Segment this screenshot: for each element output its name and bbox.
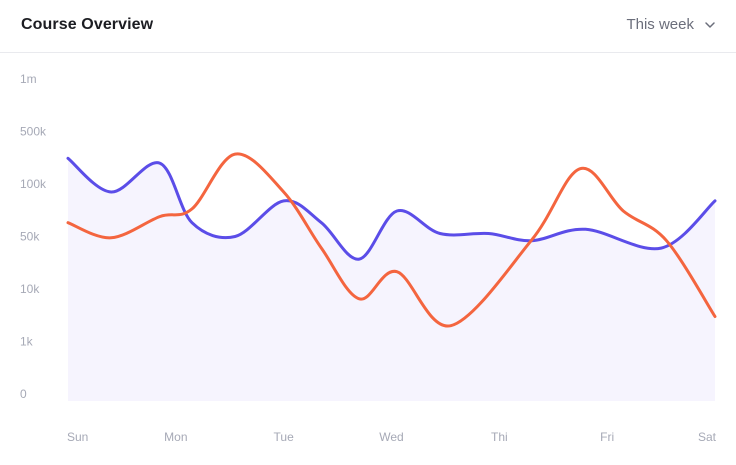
x-tick-label: Tue: [274, 430, 295, 444]
x-tick-label: Thi: [491, 430, 508, 444]
card-header: Course Overview This week: [0, 0, 736, 53]
x-tick-label: Wed: [379, 430, 403, 444]
y-tick-label: 1k: [20, 335, 34, 349]
y-tick-label: 500k: [20, 125, 47, 139]
series-area-0: [68, 158, 715, 401]
y-tick-label: 100k: [20, 177, 47, 191]
x-tick-label: Fri: [600, 430, 614, 444]
x-tick-label: Mon: [164, 430, 187, 444]
y-tick-label: 1m: [20, 72, 37, 86]
x-tick-label: Sun: [67, 430, 88, 444]
period-label: This week: [626, 16, 694, 33]
card-title: Course Overview: [21, 16, 154, 33]
chevron-down-icon: [705, 21, 715, 28]
line-chart: 1m 500k 100k 50k 10k 1k 0 Sun Mon Tue Wed Thi Fri Sat: [20, 72, 717, 444]
x-tick-label: Sat: [698, 430, 717, 444]
y-tick-label: 50k: [20, 230, 40, 244]
period-dropdown[interactable]: This week: [626, 16, 716, 33]
y-tick-label: 10k: [20, 282, 40, 296]
y-tick-label: 0: [20, 387, 27, 401]
series-line-0: [66, 156, 717, 261]
series-line-1: [66, 152, 717, 328]
